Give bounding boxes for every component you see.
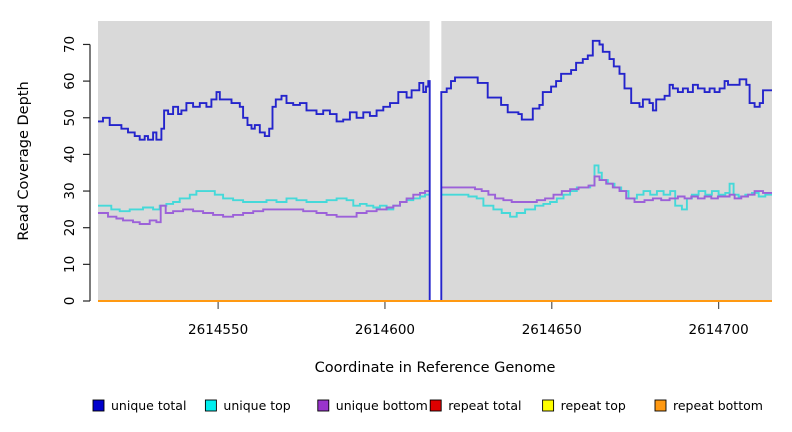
legend-label-repeat-top: repeat top <box>561 398 626 413</box>
y-axis-title: Read Coverage Depth <box>16 81 32 240</box>
legend-label-repeat-total: repeat total <box>448 398 521 413</box>
series-line-unique-total <box>98 39 772 302</box>
legend-swatch-unique-bottom <box>317 399 330 412</box>
legend-swatch-unique-total <box>92 399 105 412</box>
series-line-unique-top <box>98 190 430 213</box>
legend-label-unique-top: unique top <box>223 398 290 413</box>
legend-swatch-repeat-top <box>542 399 555 412</box>
legend-swatch-unique-top <box>204 399 217 412</box>
legend-swatch-repeat-bottom <box>654 399 667 412</box>
y-tick-label: 10 <box>62 256 78 273</box>
y-tick-label: 70 <box>62 36 78 53</box>
x-tick-label: 2614700 <box>689 322 749 338</box>
legend-swatch-repeat-total <box>429 399 442 412</box>
y-tick-label: 30 <box>62 182 78 199</box>
y-tick-label: 40 <box>62 146 78 163</box>
y-tick-label: 50 <box>62 109 78 126</box>
series-line-unique-bottom <box>441 175 772 203</box>
y-tick-label: 60 <box>62 73 78 90</box>
x-tick-label: 2614650 <box>522 322 582 338</box>
series-line-unique-top <box>441 164 772 218</box>
x-axis-title: Coordinate in Reference Genome <box>315 360 556 376</box>
y-tick-label: 0 <box>62 297 78 306</box>
series-line-unique-bottom <box>98 190 430 225</box>
x-tick-label: 2614600 <box>355 322 415 338</box>
y-tick-label: 20 <box>62 219 78 236</box>
legend-label-unique-bottom: unique bottom <box>336 398 428 413</box>
legend-label-repeat-bottom: repeat bottom <box>673 398 763 413</box>
zero-coverage-gap <box>429 21 442 301</box>
legend-label-unique-total: unique total <box>111 398 186 413</box>
x-tick-label: 2614550 <box>188 322 248 338</box>
